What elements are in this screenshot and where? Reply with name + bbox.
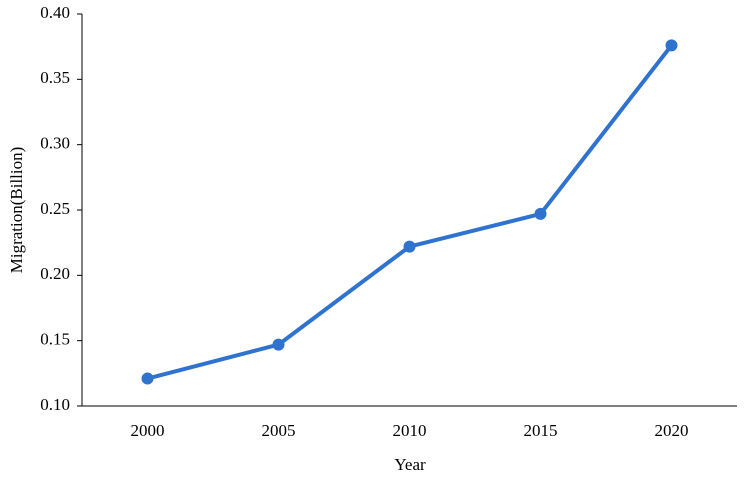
- y-axis-title: Migration(Billion): [7, 147, 26, 274]
- point: [665, 39, 678, 52]
- point: [403, 240, 416, 253]
- x-tick-label: 2010: [393, 421, 427, 440]
- x-tick-label: 2000: [131, 421, 165, 440]
- y-tick-label: 0.15: [40, 330, 70, 349]
- y-tick-label: 0.10: [40, 395, 70, 414]
- y-tick-label: 0.40: [40, 3, 70, 22]
- point: [141, 372, 154, 385]
- y-tick-label: 0.30: [40, 134, 70, 153]
- x-axis-title: Year: [394, 455, 426, 474]
- line: [146, 44, 674, 381]
- y-tick-label: 0.35: [40, 68, 70, 87]
- point: [534, 207, 547, 220]
- x-tick-label: 2015: [524, 421, 558, 440]
- x-tick-label: 2005: [262, 421, 296, 440]
- y-tick-label: 0.25: [40, 199, 70, 218]
- x-tick-label: 2020: [655, 421, 689, 440]
- point: [272, 338, 285, 351]
- y-tick-label: 0.20: [40, 264, 70, 283]
